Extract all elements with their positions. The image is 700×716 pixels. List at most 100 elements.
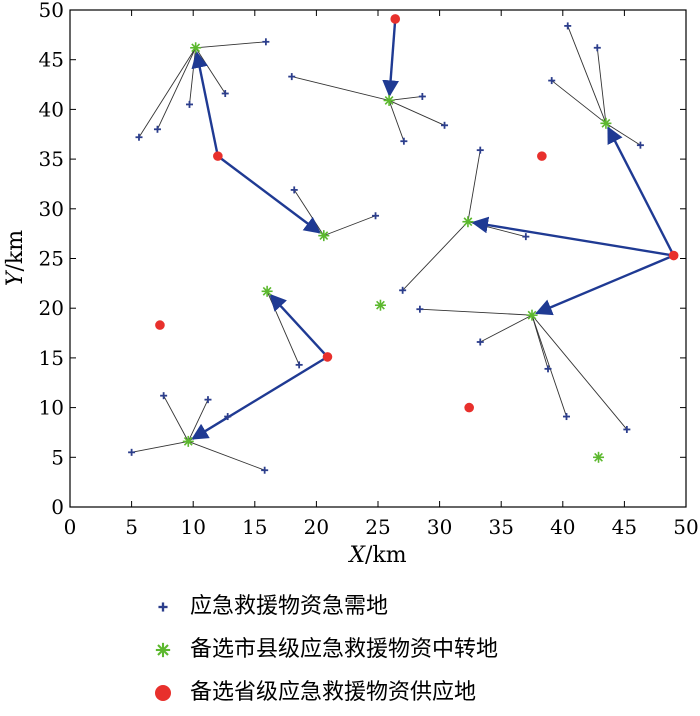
demand-point	[522, 233, 530, 241]
allocation-link	[467, 150, 481, 222]
demand-point	[160, 392, 168, 400]
supply-arrow	[269, 293, 329, 358]
x-tick-label: 30	[427, 515, 452, 539]
demand-point	[290, 186, 298, 194]
demand-point	[416, 305, 424, 313]
allocation-link	[323, 215, 376, 237]
demand-point	[623, 425, 631, 433]
y-axis-ticks: 0 5 10 15 20 25 30 35 40 45 50	[39, 0, 686, 519]
x-tick-label: 5	[125, 515, 138, 539]
transfer-point	[383, 94, 395, 106]
demand-point	[562, 413, 570, 421]
allocation-link	[291, 76, 390, 101]
demand-point	[593, 44, 601, 52]
transfer-point	[318, 230, 330, 242]
y-tick-label: 20	[39, 296, 64, 320]
allocation-link	[195, 41, 266, 49]
transfer-point	[190, 42, 202, 54]
supply-arrows	[191, 18, 675, 440]
allocation-link	[596, 47, 607, 124]
y-tick-label: 25	[39, 247, 64, 271]
transfer-point	[593, 451, 605, 463]
allocation-link	[188, 440, 265, 471]
y-tick-label: 50	[39, 0, 64, 22]
data-points	[128, 14, 679, 474]
allocation-link	[419, 308, 533, 316]
transfer-point	[462, 216, 474, 228]
transfer-point	[600, 117, 612, 129]
x-tick-label: 25	[365, 515, 390, 539]
supply-arrow	[217, 155, 322, 234]
supply-arrow	[471, 216, 674, 257]
demand-point	[476, 146, 484, 154]
allocation-link	[551, 80, 607, 124]
allocation-link	[163, 395, 189, 442]
legend-label-supply: 备选省级应急救援物资供应地	[190, 680, 476, 705]
allocation-link	[388, 100, 405, 142]
x-tick-label: 20	[304, 515, 329, 539]
legend-marker-icon	[155, 685, 171, 701]
legend-marker-transfer	[155, 642, 171, 658]
demand-point	[476, 338, 484, 346]
allocation-link	[402, 221, 469, 291]
demand-point	[548, 77, 556, 85]
demand-point	[135, 133, 143, 141]
legend-marker-supply	[155, 685, 171, 701]
y-tick-label: 5	[51, 445, 64, 469]
demand-point	[128, 448, 136, 456]
x-tick-label: 40	[550, 515, 575, 539]
transfer-point	[526, 309, 538, 321]
y-tick-label: 10	[39, 396, 64, 420]
x-tick-label: 35	[488, 515, 513, 539]
y-tick-label: 15	[39, 346, 64, 370]
legend-marker-icon	[158, 602, 168, 612]
supply-point	[390, 14, 401, 24]
supply-point	[155, 320, 165, 330]
supply-arrow	[535, 254, 675, 316]
x-tick-label: 10	[180, 515, 205, 539]
y-tick-label: 45	[39, 48, 64, 72]
allocation-link	[531, 315, 567, 417]
supply-point	[464, 402, 474, 413]
demand-point	[261, 466, 269, 474]
allocation-link	[389, 96, 423, 101]
demand-point	[372, 212, 380, 220]
x-tick-label: 45	[612, 515, 637, 539]
legend: 应急救援物资急需地 备选市县级应急救援物资中转地 备选省级应急救援物资供应地	[155, 594, 498, 705]
x-axis-label: X/km	[347, 543, 406, 568]
allocation-link	[131, 440, 189, 453]
demand-point	[221, 89, 229, 97]
x-tick-label: 15	[242, 515, 267, 539]
demand-point	[441, 121, 449, 129]
demand-point	[418, 92, 426, 100]
demand-point	[153, 125, 161, 133]
allocation-link	[157, 47, 197, 130]
allocation-link	[138, 47, 197, 138]
demand-point	[262, 38, 270, 46]
x-axis-ticks: 0 5 10 15 20 25 30 35 40 45 50	[64, 10, 699, 539]
y-tick-label: 35	[39, 147, 64, 171]
legend-label-demand: 应急救援物资急需地	[190, 594, 388, 619]
supply-arrow	[191, 51, 220, 157]
demand-point	[288, 73, 296, 81]
y-axis-label: Y/km	[3, 230, 28, 286]
supply-point	[537, 151, 547, 161]
allocation-link	[480, 314, 533, 343]
transfer-point	[182, 435, 194, 447]
supply-point	[322, 352, 333, 362]
demand-point	[295, 361, 303, 369]
demand-point	[399, 286, 407, 294]
y-tick-label: 0	[51, 495, 64, 519]
allocation-link	[388, 100, 445, 126]
legend-marker-demand	[158, 602, 168, 612]
demand-point	[400, 137, 408, 145]
supply-arrow	[191, 355, 329, 440]
x-tick-label: 0	[64, 515, 77, 539]
supply-arrow	[382, 18, 399, 98]
allocation-link	[531, 314, 628, 430]
plot-area	[69, 9, 687, 508]
legend-label-transfer: 备选市县级应急救援物资中转地	[190, 637, 498, 662]
demand-point	[186, 100, 194, 108]
transfer-point	[374, 299, 386, 311]
